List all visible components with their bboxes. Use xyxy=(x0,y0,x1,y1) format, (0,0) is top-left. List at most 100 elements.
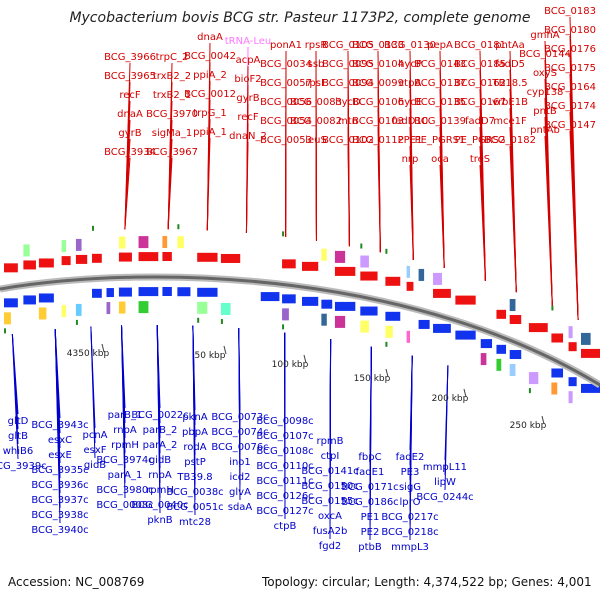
gene-label: gmhA xyxy=(530,30,559,41)
gene-label: parB_2 xyxy=(143,425,178,436)
gene-label: PPE1 xyxy=(398,135,423,146)
gene-label: TB39.8 xyxy=(176,472,212,483)
callout-line xyxy=(347,145,350,247)
gene-label: BCG_0054 xyxy=(260,116,312,127)
feature-tick xyxy=(92,225,95,231)
gene-label: mce1F xyxy=(493,116,527,127)
gene-label: sdaA xyxy=(228,502,253,513)
gene-label: BCG_3934 xyxy=(104,147,156,158)
feature-block xyxy=(509,299,516,312)
feature-block xyxy=(334,250,346,263)
gene-label: BCG_0150c xyxy=(301,481,358,492)
callout-line xyxy=(509,145,517,293)
feature-tick xyxy=(282,231,285,237)
gene-label: esxE xyxy=(48,450,72,461)
reverse-gene-block xyxy=(418,319,430,329)
gene-label: BCG_0130 xyxy=(384,40,436,51)
callout-line xyxy=(329,339,332,540)
forward-gene-block xyxy=(581,348,600,358)
forward-gene-block xyxy=(92,253,102,263)
gene-label: BCG_0182 xyxy=(484,135,536,146)
feature-tick xyxy=(528,388,531,394)
feature-block xyxy=(406,265,411,278)
gene-label: rpmH xyxy=(111,440,139,451)
callout-line xyxy=(369,346,372,541)
feature-block xyxy=(509,364,516,377)
feature-block xyxy=(162,236,168,249)
gene-label: hycE xyxy=(398,97,422,108)
gene-label: ppiA_2 xyxy=(193,70,227,81)
gene-label: BCG_0105 xyxy=(322,40,374,51)
gene-label: ino1 xyxy=(229,457,251,468)
callout-line xyxy=(409,355,413,541)
gene-label: gyrB xyxy=(236,93,259,104)
feature-block xyxy=(75,238,82,251)
gene-label: fbpC xyxy=(358,452,381,463)
callout-line xyxy=(167,157,173,230)
feature-tick xyxy=(385,341,388,347)
reverse-gene-block xyxy=(334,301,356,311)
gene-label: BCG_0111c xyxy=(256,476,313,487)
gene-label: mtn xyxy=(338,116,358,127)
feature-block xyxy=(61,305,67,318)
gene-label: pntB xyxy=(533,106,557,117)
gene-label: BCG_0174 xyxy=(544,101,596,112)
gene-label: TB18.5 xyxy=(491,78,527,89)
forward-gene-block xyxy=(302,261,319,271)
gene-label: fadE1 xyxy=(356,467,385,478)
gene-label: hycD xyxy=(335,97,361,108)
feature-block xyxy=(406,330,411,343)
gene-label: BCG_0022c xyxy=(131,410,188,421)
feature-tick xyxy=(282,324,285,330)
gene-label: fadD7 xyxy=(465,116,495,127)
reverse-gene-block xyxy=(260,292,280,302)
gene-label: BCG_0186c xyxy=(341,497,398,508)
scale-tick xyxy=(101,343,105,353)
gene-label: icd2 xyxy=(230,472,251,483)
reverse-gene-block xyxy=(4,298,18,308)
gene-label: ptbB xyxy=(358,542,382,553)
forward-gene-block xyxy=(282,259,296,269)
feature-tick xyxy=(75,319,78,325)
gene-label: ctpI xyxy=(321,451,340,462)
reverse-gene-block xyxy=(455,330,476,340)
reverse-gene-block xyxy=(138,287,159,297)
gene-label: BCG_0112 xyxy=(352,135,404,146)
gene-label: BCG_0167 xyxy=(454,97,506,108)
feature-block xyxy=(528,372,539,385)
gene-label: BCG_3965 xyxy=(104,71,156,82)
gene-label: BCG_0217c xyxy=(381,512,438,523)
gene-label: trpC_2 xyxy=(156,52,189,63)
gene-feature-blocks xyxy=(4,224,600,404)
gene-label: BCG_0103 xyxy=(352,116,404,127)
gene-label: sigMa_1 xyxy=(152,128,192,139)
callout-line xyxy=(121,325,126,499)
forward-gene-block xyxy=(385,276,401,286)
feature-tick xyxy=(385,248,388,254)
reverse-gene-block xyxy=(496,344,507,354)
reverse-gene-block xyxy=(551,368,564,378)
gene-label: BCG_3937c xyxy=(31,495,88,506)
feature-block xyxy=(138,236,149,249)
gene-label: BCG_0147 xyxy=(544,120,596,131)
gene-label: oxcA xyxy=(318,511,342,522)
gene-label: mmpL3 xyxy=(391,542,429,553)
gene-label: acpA xyxy=(236,55,261,66)
gene-label: ssb xyxy=(308,59,325,70)
gene-label: BCG_0185 xyxy=(454,59,506,70)
gene-label: BCG_0098c xyxy=(256,416,313,427)
feature-block xyxy=(106,302,111,315)
forward-gene-block xyxy=(220,253,241,263)
feature-block xyxy=(282,308,289,321)
gene-label: gltD xyxy=(8,416,29,427)
feature-block xyxy=(177,236,184,249)
reverse-gene-block xyxy=(385,311,401,321)
gene-label: mtc28 xyxy=(179,517,211,528)
feature-block xyxy=(220,302,231,315)
gene-label: cyp138 xyxy=(527,87,564,98)
feature-block xyxy=(418,268,425,281)
gene-label: gidB xyxy=(149,455,171,466)
gene-label: BCG_0135 xyxy=(414,97,466,108)
gene-label: BCG_0095 xyxy=(322,59,374,70)
gene-label: hycP xyxy=(398,59,422,70)
